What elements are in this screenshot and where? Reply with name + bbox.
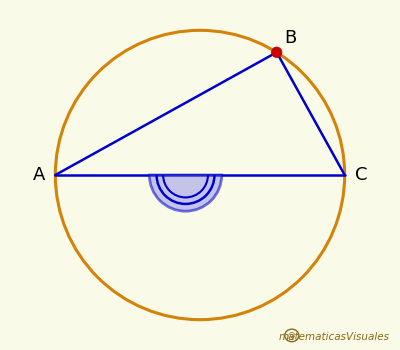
Text: B: B <box>284 29 296 47</box>
Circle shape <box>272 47 282 57</box>
Wedge shape <box>149 175 222 211</box>
Text: A: A <box>33 166 45 184</box>
Text: matematicasVisuales: matematicasVisuales <box>278 332 390 342</box>
Text: @: @ <box>288 331 296 340</box>
Text: C: C <box>355 166 367 184</box>
